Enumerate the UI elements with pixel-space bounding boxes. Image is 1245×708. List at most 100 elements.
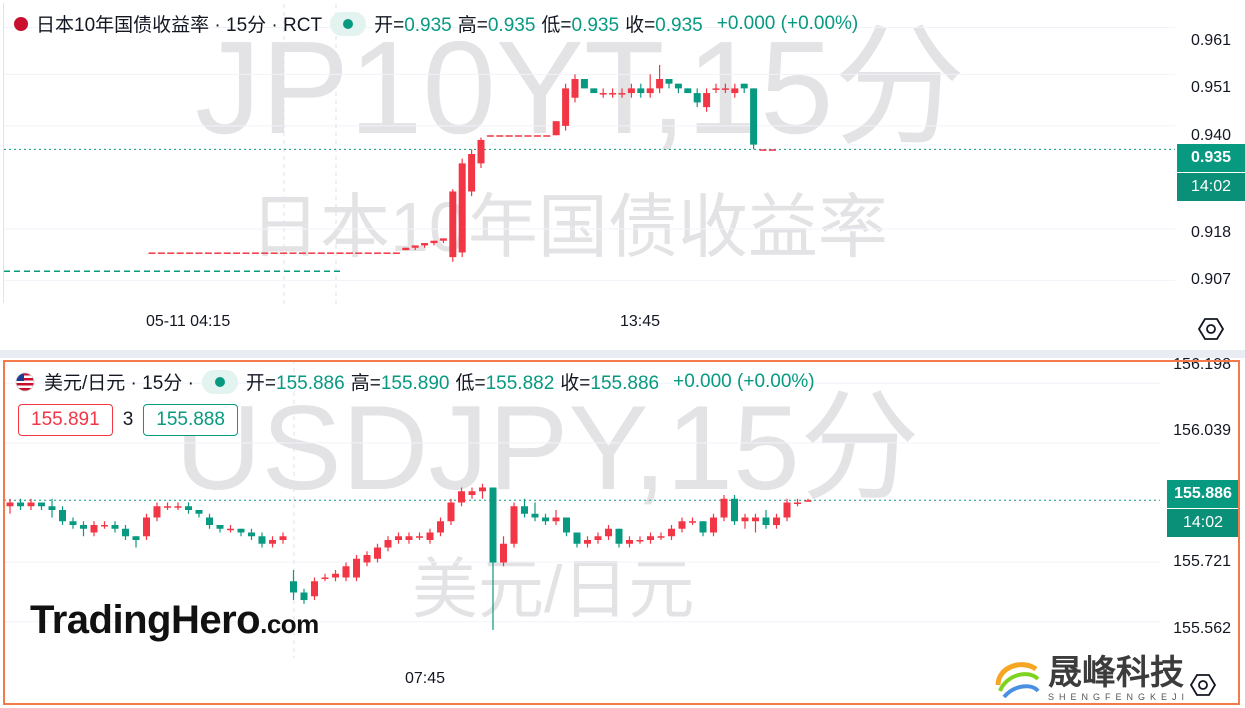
candle[interactable]: [176, 252, 184, 254]
candle[interactable]: [280, 252, 288, 254]
candle[interactable]: [374, 252, 382, 254]
candle[interactable]: [720, 495, 728, 522]
candle[interactable]: [355, 252, 363, 254]
candle[interactable]: [204, 252, 212, 254]
candle[interactable]: [479, 483, 486, 499]
candle[interactable]: [402, 247, 410, 251]
candle[interactable]: [321, 573, 329, 582]
candle[interactable]: [804, 498, 812, 502]
live-dot-icon[interactable]: [201, 369, 238, 394]
candle[interactable]: [505, 135, 513, 137]
candle[interactable]: [421, 243, 429, 248]
candle[interactable]: [157, 252, 165, 254]
candle[interactable]: [364, 252, 372, 254]
candle[interactable]: [223, 252, 231, 254]
candle[interactable]: [458, 487, 465, 507]
candle[interactable]: [486, 135, 494, 137]
candle[interactable]: [531, 502, 539, 522]
candle[interactable]: [392, 252, 400, 254]
candle[interactable]: [773, 513, 780, 529]
candle[interactable]: [552, 121, 560, 136]
candle[interactable]: [759, 149, 767, 151]
candle[interactable]: [573, 532, 581, 548]
candle[interactable]: [689, 517, 696, 526]
candle[interactable]: [627, 83, 635, 98]
pane-separator[interactable]: [0, 350, 1245, 358]
candle[interactable]: [783, 498, 791, 522]
candle[interactable]: [524, 135, 532, 137]
candle[interactable]: [227, 525, 234, 533]
candle[interactable]: [741, 513, 749, 529]
candle[interactable]: [342, 562, 350, 582]
candle[interactable]: [533, 135, 541, 137]
candle[interactable]: [752, 513, 759, 533]
candle[interactable]: [430, 240, 438, 246]
candle[interactable]: [269, 536, 276, 548]
candle[interactable]: [637, 83, 645, 98]
candle[interactable]: [6, 498, 14, 514]
symbol-title[interactable]: 日本10年国债收益率 · 15分 · RCT: [36, 15, 323, 36]
candle[interactable]: [477, 137, 485, 169]
candle[interactable]: [500, 536, 507, 567]
candle[interactable]: [609, 88, 617, 98]
candle[interactable]: [363, 551, 371, 567]
candle[interactable]: [599, 88, 607, 98]
candle[interactable]: [510, 502, 518, 548]
candle[interactable]: [674, 83, 682, 94]
candle[interactable]: [437, 517, 444, 537]
candle[interactable]: [693, 88, 701, 108]
candle[interactable]: [699, 521, 707, 537]
usdjpy-candles[interactable]: [0, 358, 1160, 658]
candle[interactable]: [665, 79, 673, 89]
usdjpy-chart-pane[interactable]: USDJPY,15分 美元/日元 美元/日元 · 15分 · 开=155.886…: [0, 358, 1245, 708]
candle[interactable]: [580, 79, 588, 89]
candle[interactable]: [237, 528, 245, 537]
jp10y-candles[interactable]: [0, 0, 1175, 350]
candle[interactable]: [656, 64, 664, 94]
candle[interactable]: [468, 149, 476, 197]
candle[interactable]: [678, 517, 686, 533]
candle[interactable]: [647, 532, 654, 544]
candle[interactable]: [552, 510, 560, 525]
candle[interactable]: [521, 498, 528, 518]
candle[interactable]: [562, 83, 570, 131]
candle[interactable]: [710, 513, 717, 537]
candle[interactable]: [69, 517, 77, 529]
candle[interactable]: [279, 532, 287, 544]
candle[interactable]: [383, 252, 391, 254]
candle[interactable]: [794, 498, 801, 507]
candle[interactable]: [750, 88, 758, 150]
candle[interactable]: [768, 149, 776, 151]
candle[interactable]: [195, 252, 203, 254]
candle[interactable]: [447, 498, 455, 525]
candle[interactable]: [290, 570, 297, 600]
candle[interactable]: [731, 495, 738, 525]
candle[interactable]: [132, 536, 140, 548]
candle[interactable]: [449, 189, 457, 262]
candle[interactable]: [584, 536, 591, 548]
candle[interactable]: [167, 252, 175, 254]
symbol-title[interactable]: 美元/日元 · 15分 ·: [44, 373, 194, 394]
candle[interactable]: [17, 498, 24, 510]
candle[interactable]: [308, 252, 316, 254]
candle[interactable]: [515, 135, 523, 137]
candle[interactable]: [148, 252, 156, 254]
candle[interactable]: [458, 158, 466, 258]
candle[interactable]: [311, 577, 318, 601]
candle[interactable]: [468, 487, 476, 499]
candle[interactable]: [384, 536, 392, 552]
settings-hex-icon[interactable]: [1190, 672, 1216, 698]
candle[interactable]: [439, 238, 447, 244]
sell-button[interactable]: 155.891: [18, 404, 113, 436]
candle[interactable]: [90, 521, 98, 537]
candle[interactable]: [164, 502, 171, 511]
candle[interactable]: [345, 252, 353, 254]
candle[interactable]: [684, 88, 692, 94]
candle[interactable]: [336, 252, 344, 254]
candle[interactable]: [59, 506, 66, 525]
candle[interactable]: [395, 532, 402, 544]
candle[interactable]: [300, 588, 308, 604]
candle[interactable]: [270, 252, 278, 254]
candle[interactable]: [594, 532, 602, 544]
candle[interactable]: [605, 525, 612, 540]
